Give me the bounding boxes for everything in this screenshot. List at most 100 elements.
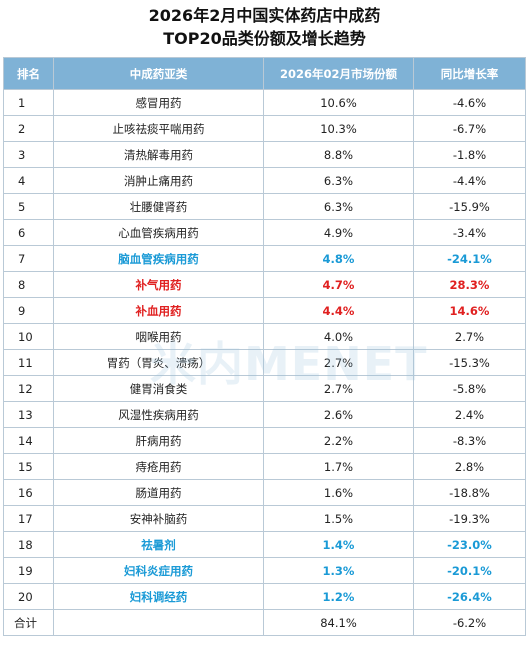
share-cell: 4.4% [263, 297, 414, 324]
share-cell: 1.3% [263, 557, 414, 584]
category-cell: 健胃消食类 [53, 375, 264, 402]
category-cell: 补血用药 [53, 297, 264, 324]
table-row: 16 肠道用药 1.6% -18.8% [3, 479, 526, 506]
growth-cell: 2.7% [413, 323, 526, 350]
share-cell: 6.3% [263, 193, 414, 220]
header-growth: 同比增长率 [413, 57, 526, 90]
table-row: 18 祛暑剂 1.4% -23.0% [3, 531, 526, 558]
category-cell: 咽喉用药 [53, 323, 264, 350]
category-cell: 肝病用药 [53, 427, 264, 454]
share-cell: 1.4% [263, 531, 414, 558]
table-row: 5 壮腰健肾药 6.3% -15.9% [3, 193, 526, 220]
growth-cell: 2.8% [413, 453, 526, 480]
share-cell: 10.3% [263, 115, 414, 142]
table-row: 2 止咳祛痰平喘用药 10.3% -6.7% [3, 115, 526, 142]
table-row: 12 健胃消食类 2.7% -5.8% [3, 375, 526, 402]
category-cell: 肠道用药 [53, 479, 264, 506]
growth-cell: -4.6% [413, 89, 526, 116]
share-cell: 2.6% [263, 401, 414, 428]
rank-cell: 12 [3, 375, 54, 402]
share-cell: 4.7% [263, 271, 414, 298]
category-cell: 痔疮用药 [53, 453, 264, 480]
category-cell: 感冒用药 [53, 89, 264, 116]
table-row: 15 痔疮用药 1.7% 2.8% [3, 453, 526, 480]
category-cell: 消肿止痛用药 [53, 167, 264, 194]
rank-cell: 7 [3, 245, 54, 272]
share-cell: 4.9% [263, 219, 414, 246]
title-line-2: TOP20品类份额及增长趋势 [163, 29, 366, 48]
table-row: 3 清热解毒用药 8.8% -1.8% [3, 141, 526, 168]
table-row: 7 脑血管疾病用药 4.8% -24.1% [3, 245, 526, 272]
category-cell: 止咳祛痰平喘用药 [53, 115, 264, 142]
table-row: 11 胃药（胃炎、溃疡） 2.7% -15.3% [3, 349, 526, 376]
category-cell: 壮腰健肾药 [53, 193, 264, 220]
growth-cell: -15.9% [413, 193, 526, 220]
rank-cell: 8 [3, 271, 54, 298]
total-category-cell [53, 609, 264, 636]
rank-cell: 11 [3, 349, 54, 376]
growth-cell: 2.4% [413, 401, 526, 428]
total-label-cell: 合计 [3, 609, 54, 636]
growth-cell: -20.1% [413, 557, 526, 584]
growth-cell: -3.4% [413, 219, 526, 246]
growth-cell: -15.3% [413, 349, 526, 376]
table-row: 4 消肿止痛用药 6.3% -4.4% [3, 167, 526, 194]
top20-table: 排名 中成药亚类 2026年02月市场份额 同比增长率 1 感冒用药 10.6% -4… [3, 57, 526, 636]
table-row: 19 妇科炎症用药 1.3% -20.1% [3, 557, 526, 584]
growth-cell: 14.6% [413, 297, 526, 324]
growth-cell: -8.3% [413, 427, 526, 454]
rank-cell: 1 [3, 89, 54, 116]
share-cell: 1.5% [263, 505, 414, 532]
category-cell: 安神补脑药 [53, 505, 264, 532]
share-cell: 1.6% [263, 479, 414, 506]
rank-cell: 6 [3, 219, 54, 246]
growth-cell: -24.1% [413, 245, 526, 272]
table-row: 8 补气用药 4.7% 28.3% [3, 271, 526, 298]
category-cell: 补气用药 [53, 271, 264, 298]
category-cell: 妇科调经药 [53, 583, 264, 610]
rank-cell: 17 [3, 505, 54, 532]
rank-cell: 5 [3, 193, 54, 220]
title-line-1: 2026年2月中国实体药店中成药 [148, 6, 381, 25]
table-row: 9 补血用药 4.4% 14.6% [3, 297, 526, 324]
table-row: 1 感冒用药 10.6% -4.6% [3, 89, 526, 116]
rank-cell: 19 [3, 557, 54, 584]
table-row: 13 风湿性疾病用药 2.6% 2.4% [3, 401, 526, 428]
rank-cell: 2 [3, 115, 54, 142]
title-block: 2026年2月中国实体药店中成药 TOP20品类份额及增长趋势 [0, 0, 529, 56]
table-row: 6 心血管疾病用药 4.9% -3.4% [3, 219, 526, 246]
rank-cell: 14 [3, 427, 54, 454]
rank-cell: 10 [3, 323, 54, 350]
category-cell: 祛暑剂 [53, 531, 264, 558]
category-cell: 心血管疾病用药 [53, 219, 264, 246]
table-row: 17 安神补脑药 1.5% -19.3% [3, 505, 526, 532]
share-cell: 2.7% [263, 375, 414, 402]
share-cell: 4.0% [263, 323, 414, 350]
table-total-row: 合计 84.1% -6.2% [3, 609, 526, 636]
growth-cell: 28.3% [413, 271, 526, 298]
rank-cell: 13 [3, 401, 54, 428]
growth-cell: -5.8% [413, 375, 526, 402]
share-cell: 10.6% [263, 89, 414, 116]
growth-cell: -4.4% [413, 167, 526, 194]
category-cell: 清热解毒用药 [53, 141, 264, 168]
header-rank: 排名 [3, 57, 54, 90]
table-row: 14 肝病用药 2.2% -8.3% [3, 427, 526, 454]
growth-cell: -18.8% [413, 479, 526, 506]
rank-cell: 3 [3, 141, 54, 168]
table-header-row: 排名 中成药亚类 2026年02月市场份额 同比增长率 [3, 57, 526, 90]
rank-cell: 15 [3, 453, 54, 480]
category-cell: 风湿性疾病用药 [53, 401, 264, 428]
header-category: 中成药亚类 [53, 57, 264, 90]
growth-cell: -6.7% [413, 115, 526, 142]
share-cell: 1.2% [263, 583, 414, 610]
table-body: 1 感冒用药 10.6% -4.6% 2 止咳祛痰平喘用药 10.3% -6.7% 3 清热解毒用… [3, 89, 526, 636]
share-cell: 2.7% [263, 349, 414, 376]
growth-cell: -26.4% [413, 583, 526, 610]
rank-cell: 4 [3, 167, 54, 194]
growth-cell: -1.8% [413, 141, 526, 168]
rank-cell: 18 [3, 531, 54, 558]
category-cell: 脑血管疾病用药 [53, 245, 264, 272]
share-cell: 1.7% [263, 453, 414, 480]
header-share: 2026年02月市场份额 [263, 57, 414, 90]
